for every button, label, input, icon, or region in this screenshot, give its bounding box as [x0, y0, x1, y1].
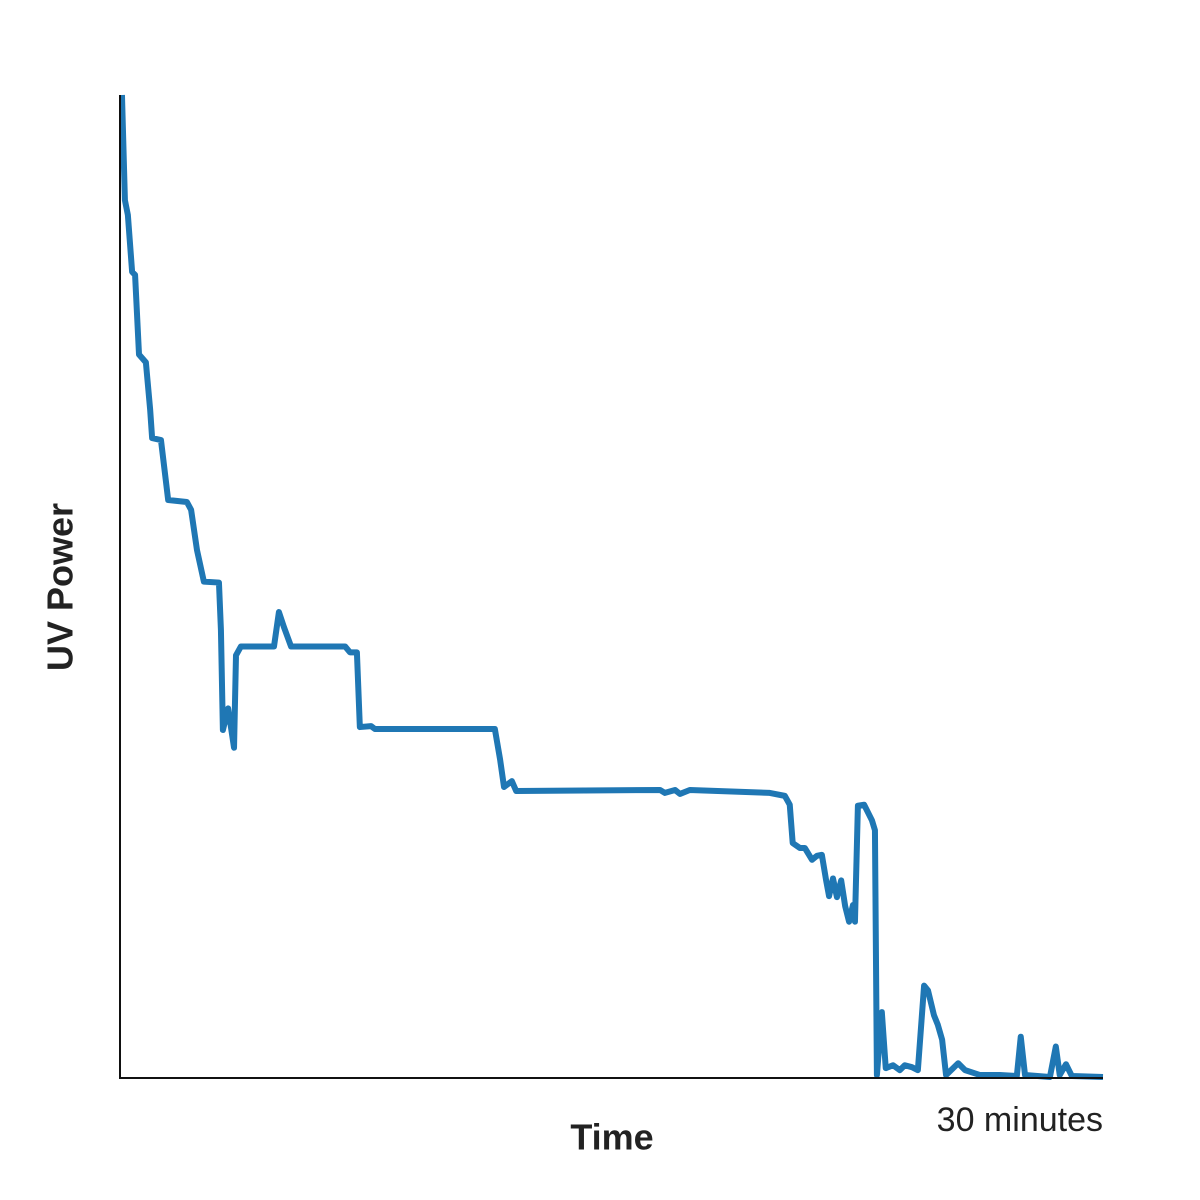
y-axis-label: UV Power — [40, 503, 81, 671]
x-tick-label: 30 minutes — [937, 1101, 1103, 1139]
x-axis-label: Time — [570, 1117, 653, 1158]
data-line — [118, 94, 1104, 1081]
